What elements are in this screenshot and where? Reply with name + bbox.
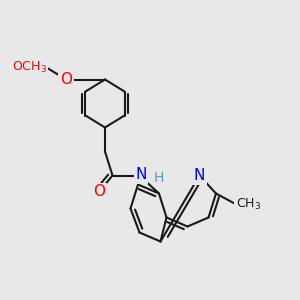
- Text: N: N: [194, 168, 205, 183]
- Text: O: O: [60, 72, 72, 87]
- Text: OCH$_3$: OCH$_3$: [11, 60, 46, 75]
- Text: H: H: [154, 172, 164, 185]
- Text: N: N: [135, 167, 147, 182]
- Text: O: O: [93, 184, 105, 200]
- Text: CH$_3$: CH$_3$: [236, 196, 261, 211]
